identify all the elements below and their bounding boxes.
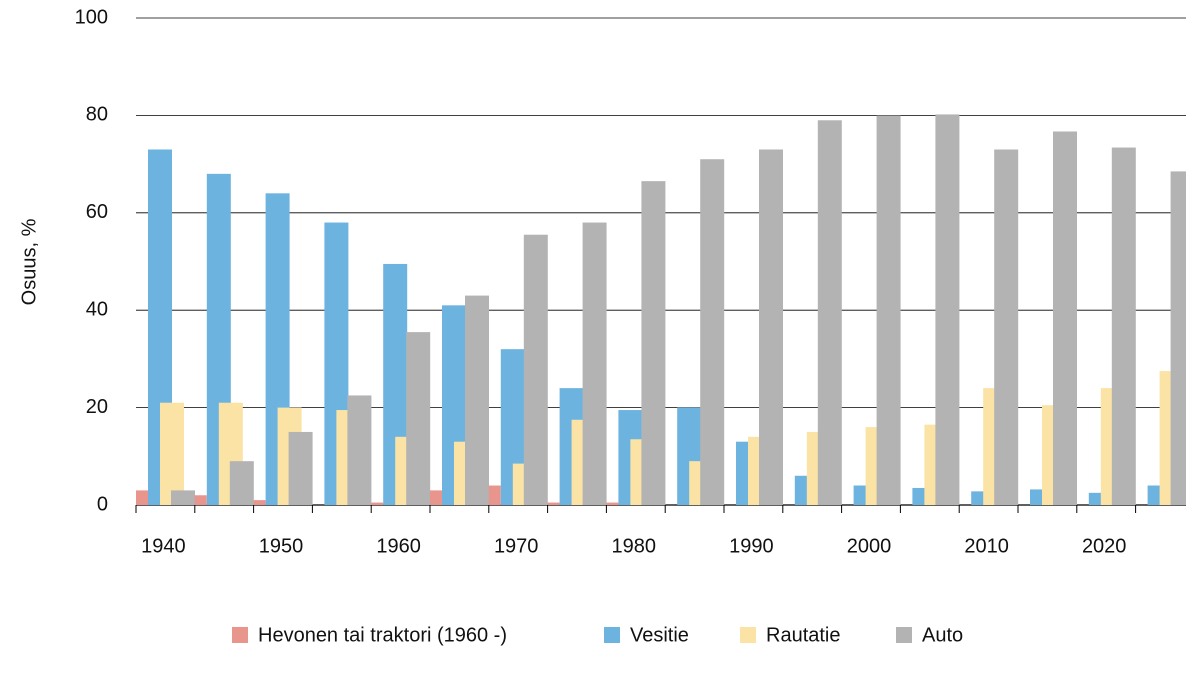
bar — [583, 223, 607, 505]
bar — [1171, 171, 1186, 505]
bar — [289, 432, 313, 505]
x-tick-label: 1950 — [259, 535, 304, 557]
bar — [195, 495, 207, 505]
bar — [371, 503, 383, 505]
bar — [700, 159, 724, 505]
bar — [406, 332, 430, 505]
bar — [877, 115, 901, 505]
bar — [759, 149, 783, 505]
bar — [136, 490, 148, 505]
bar — [465, 296, 489, 505]
x-tick-label: 1960 — [376, 535, 421, 557]
bar — [160, 403, 184, 505]
bar — [1112, 148, 1136, 505]
x-tick-label: 2020 — [1082, 535, 1127, 557]
bar — [818, 120, 842, 505]
bar — [489, 486, 501, 505]
legend-label: Rautatie — [766, 624, 841, 646]
bar — [347, 395, 371, 505]
y-tick-label: 20 — [86, 396, 108, 418]
bar — [548, 503, 560, 505]
legend-label: Hevonen tai traktori (1960 -) — [258, 624, 507, 646]
bar — [230, 461, 254, 505]
x-tick-label: 1990 — [729, 535, 774, 557]
y-tick-label: 40 — [86, 298, 108, 320]
bar — [254, 500, 266, 505]
legend-swatch — [896, 627, 912, 643]
bar — [606, 503, 618, 505]
x-tick-label: 1970 — [494, 535, 539, 557]
y-tick-label: 0 — [97, 493, 108, 515]
legend-label: Vesitie — [630, 624, 689, 646]
bar — [430, 490, 442, 505]
y-axis-label: Osuus, % — [18, 218, 40, 305]
legend-swatch — [232, 627, 248, 643]
y-tick-label: 60 — [86, 201, 108, 223]
legend-swatch — [740, 627, 756, 643]
y-tick-label: 100 — [75, 6, 108, 28]
bar — [994, 149, 1018, 505]
bar — [641, 181, 665, 505]
legend-label: Auto — [922, 624, 963, 646]
x-tick-label: 1980 — [612, 535, 657, 557]
y-tick-label: 80 — [86, 104, 108, 126]
page: {"chart_data": {"type": "bar", "y_label"… — [0, 0, 1186, 686]
x-tick-label: 2010 — [964, 535, 1009, 557]
legend-swatch — [604, 627, 620, 643]
chart: Osuus, % 0 20 40 60 80 100 1940 1950 1960 1970 198… — [0, 0, 1186, 681]
bar — [171, 490, 195, 505]
bar — [1053, 131, 1077, 505]
x-tick-label: 2000 — [847, 535, 892, 557]
bar — [935, 114, 959, 505]
bar — [524, 235, 548, 505]
x-tick-label: 1940 — [141, 535, 186, 557]
